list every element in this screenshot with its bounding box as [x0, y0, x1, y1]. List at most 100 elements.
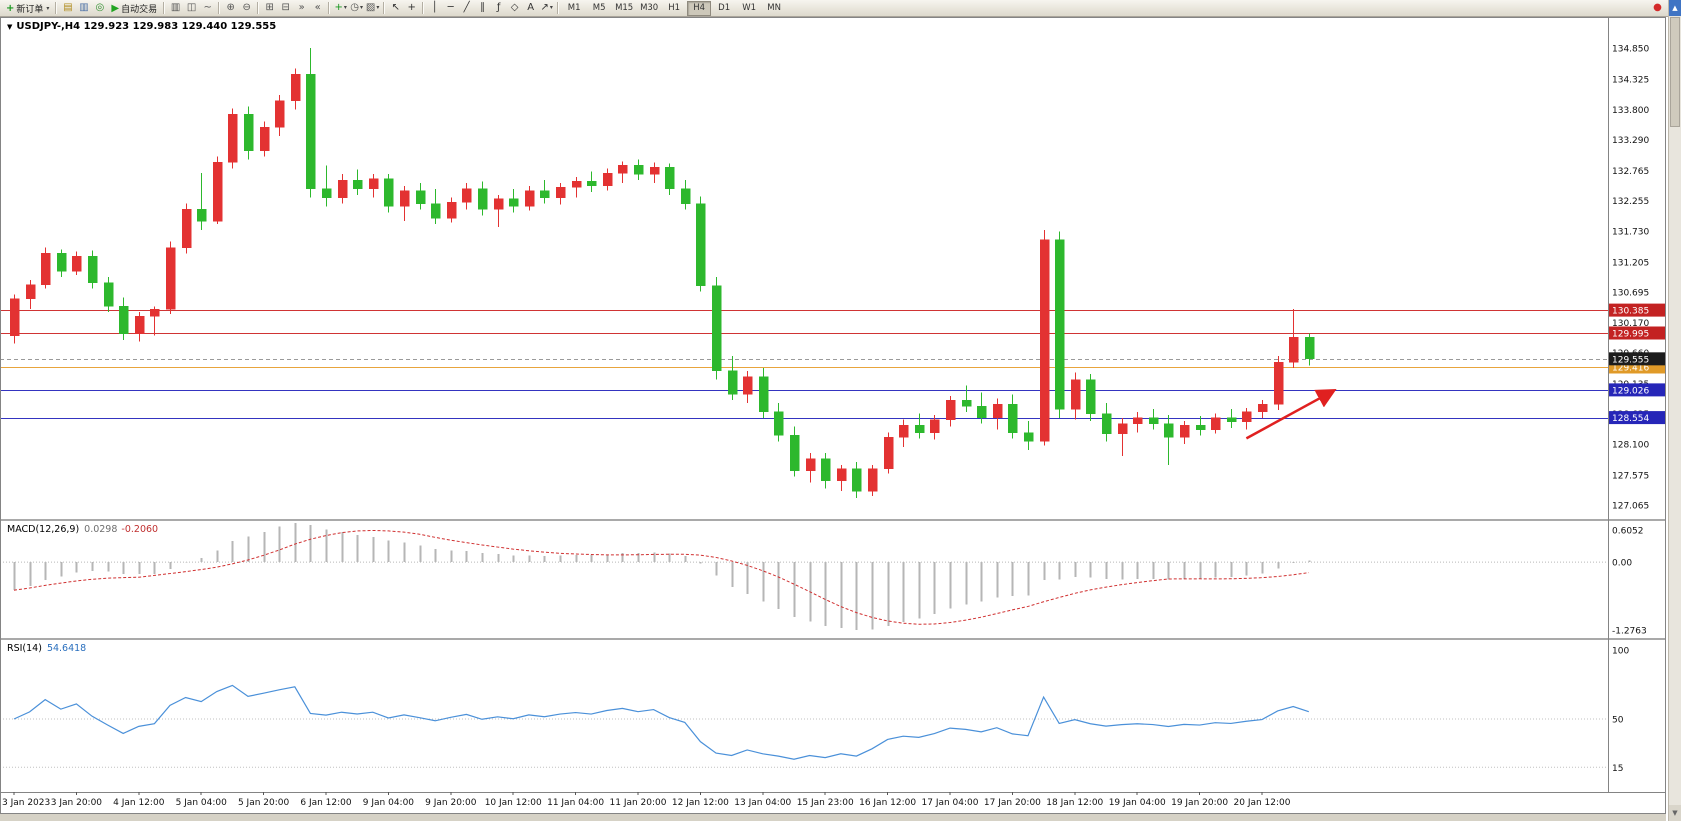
svg-text:12 Jan 12:00: 12 Jan 12:00: [672, 798, 729, 808]
templates-button[interactable]: ▨ ▾: [365, 2, 380, 13]
svg-text:130.695: 130.695: [1612, 288, 1649, 298]
scrollbar-thumb[interactable]: [1670, 17, 1680, 127]
toolbar-separator: [163, 2, 166, 14]
line-chart-mode-icon[interactable]: ∼: [203, 2, 212, 13]
arrows-icon[interactable]: ↗ ▾: [540, 2, 553, 13]
top-toolbar: + 新订单 ▾ ▤ ▥ ◎ ▶ 自动交易 ▥ ◫ ∼ ⊕ ⊖ ⊞ ⊟ » « + ▾ ◷ ▾ ▨ ▾ ↖ + │ ─ ╱ ∥ ƒ ◇ A ↗ ▾ M…: [0, 0, 1668, 17]
svg-text:129.995: 129.995: [1612, 330, 1649, 340]
timeframe-button-m1[interactable]: M1: [567, 3, 581, 13]
svg-text:17 Jan 04:00: 17 Jan 04:00: [922, 798, 979, 808]
channel-icon[interactable]: ∥: [480, 2, 486, 13]
timeframe-button-m30[interactable]: M30: [640, 3, 659, 13]
status-icon[interactable]: ●: [1653, 2, 1662, 13]
candlestick-mode-icon[interactable]: ◫: [186, 2, 197, 13]
shapes-icon[interactable]: ◇: [510, 2, 519, 13]
chart-shift-icon[interactable]: «: [314, 2, 321, 13]
svg-text:16 Jan 12:00: 16 Jan 12:00: [859, 798, 916, 808]
svg-text:15: 15: [1612, 764, 1623, 774]
toolbar-separator: [383, 2, 386, 14]
svg-text:9 Jan 20:00: 9 Jan 20:00: [425, 798, 477, 808]
bar-chart-mode-icon[interactable]: ▥: [170, 2, 181, 13]
svg-text:4 Jan 12:00: 4 Jan 12:00: [113, 798, 165, 808]
pane-splitters[interactable]: [0, 519, 1666, 640]
timeframe-button-h1[interactable]: H1: [668, 3, 681, 13]
toolbar-separator: [328, 2, 331, 14]
candles: [9, 48, 1315, 499]
toolbar-separator: [257, 2, 260, 14]
timeframe-button-mn[interactable]: MN: [767, 3, 781, 13]
svg-text:13 Jan 04:00: 13 Jan 04:00: [734, 798, 791, 808]
svg-text:131.730: 131.730: [1612, 228, 1649, 238]
periods-button[interactable]: ◷ ▾: [350, 2, 364, 13]
add-indicator-button[interactable]: + ▾: [334, 2, 347, 13]
vertical-line-icon[interactable]: │: [431, 2, 438, 13]
svg-text:5 Jan 20:00: 5 Jan 20:00: [238, 798, 290, 808]
autotrading-button[interactable]: ▶ 自动交易: [111, 2, 158, 15]
svg-text:11 Jan 20:00: 11 Jan 20:00: [610, 798, 667, 808]
tile-windows-icon[interactable]: ⊞: [265, 2, 274, 13]
price-tags: 129.416 130.385 129.995 129.026 128.554 129.5…: [1609, 303, 1665, 425]
timeframe-button-h4[interactable]: H4: [687, 0, 712, 16]
timeframe-button-m15[interactable]: M15: [615, 3, 634, 13]
svg-text:9 Jan 04:00: 9 Jan 04:00: [363, 798, 415, 808]
data-window-icon[interactable]: ▥: [79, 2, 89, 13]
svg-text:5 Jan 04:00: 5 Jan 04:00: [176, 798, 228, 808]
svg-text:17 Jan 20:00: 17 Jan 20:00: [984, 798, 1041, 808]
svg-text:134.325: 134.325: [1612, 75, 1649, 85]
svg-text:133.800: 133.800: [1612, 106, 1649, 116]
svg-text:0.6052: 0.6052: [1612, 527, 1644, 537]
crosshair-icon[interactable]: +: [407, 2, 416, 13]
svg-text:128.554: 128.554: [1612, 414, 1649, 424]
toolbar-separator: [557, 2, 560, 14]
zoom-out-icon[interactable]: ⊖: [242, 2, 251, 13]
svg-text:132.255: 132.255: [1612, 197, 1649, 207]
svg-text:20 Jan 12:00: 20 Jan 12:00: [1234, 798, 1291, 808]
svg-text:130.170: 130.170: [1612, 319, 1649, 329]
svg-text:-1.2763: -1.2763: [1612, 627, 1647, 637]
auto-scroll-icon[interactable]: »: [298, 2, 305, 13]
svg-text:19 Jan 20:00: 19 Jan 20:00: [1171, 798, 1228, 808]
scroll-up-button[interactable]: ▲: [1669, 0, 1681, 16]
timeframe-button-d1[interactable]: D1: [718, 3, 731, 13]
svg-text:127.065: 127.065: [1612, 502, 1649, 512]
svg-text:6 Jan 12:00: 6 Jan 12:00: [300, 798, 352, 808]
fibonacci-icon[interactable]: ƒ: [496, 2, 501, 13]
svg-text:134.850: 134.850: [1612, 45, 1649, 55]
svg-text:3 Jan 2023: 3 Jan 2023: [2, 798, 50, 808]
svg-text:129.555: 129.555: [1612, 355, 1649, 365]
svg-text:19 Jan 04:00: 19 Jan 04:00: [1109, 798, 1166, 808]
macd-histogram: [13, 523, 1311, 631]
navigator-icon[interactable]: ◎: [95, 2, 105, 13]
vertical-scrollbar[interactable]: ▲ ▼: [1668, 0, 1681, 821]
svg-text:15 Jan 23:00: 15 Jan 23:00: [797, 798, 854, 808]
svg-text:50: 50: [1612, 716, 1624, 726]
timeframe-button-m5[interactable]: M5: [592, 3, 606, 13]
svg-text:3 Jan 20:00: 3 Jan 20:00: [51, 798, 103, 808]
level-lines[interactable]: [0, 310, 1608, 419]
horizontal-line-icon[interactable]: ─: [447, 2, 454, 13]
market-watch-icon[interactable]: ▤: [63, 2, 73, 13]
toolbar-separator: [55, 2, 58, 14]
svg-text:127.575: 127.575: [1612, 472, 1649, 482]
trendline-icon[interactable]: ╱: [463, 2, 470, 13]
trend-arrow-annotation[interactable]: [1245, 389, 1337, 440]
svg-text:130.385: 130.385: [1612, 307, 1649, 317]
rsi-line: [13, 684, 1309, 760]
svg-text:128.100: 128.100: [1612, 441, 1649, 451]
svg-text:11 Jan 04:00: 11 Jan 04:00: [547, 798, 604, 808]
zoom-in-icon[interactable]: ⊕: [226, 2, 235, 13]
svg-text:18 Jan 12:00: 18 Jan 12:00: [1046, 798, 1103, 808]
macd-signal-line: [13, 529, 1309, 625]
scroll-down-button[interactable]: ▼: [1669, 805, 1681, 821]
toolbar-separator: [218, 2, 221, 14]
cursor-icon[interactable]: ↖: [391, 2, 400, 13]
toolbar-separator: [422, 2, 425, 14]
cascade-windows-icon[interactable]: ⊟: [281, 2, 290, 13]
text-icon[interactable]: A: [527, 2, 535, 13]
svg-text:100: 100: [1612, 647, 1629, 657]
time-axis[interactable]: 3 Jan 2023 3 Jan 20:00 4 Jan 12:00 5 Jan 04…: [0, 792, 1666, 808]
new-order-button[interactable]: + 新订单 ▾: [6, 2, 50, 15]
timeframe-button-w1[interactable]: W1: [742, 3, 757, 13]
svg-text:10 Jan 12:00: 10 Jan 12:00: [485, 798, 542, 808]
